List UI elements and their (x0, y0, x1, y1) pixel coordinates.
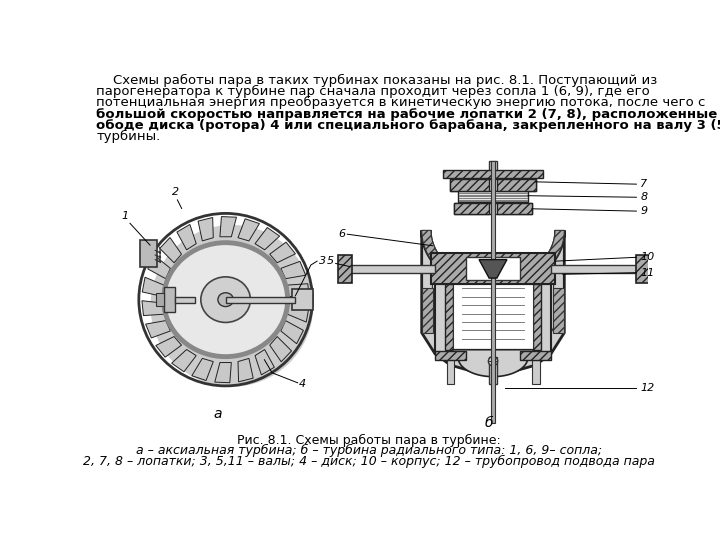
Bar (532, 361, 539, 383)
Text: парогенератора к турбине пар сначала проходит через сопла 1 (6, 9), где его: парогенератора к турбине пар сначала про… (96, 85, 650, 98)
Text: б: б (485, 416, 493, 430)
Bar (636, 255, 649, 283)
Bar (466, 257, 520, 280)
Bar (446, 361, 454, 383)
Text: ободе диска (ротора) 4 или специального барабана, закрепленного на валу 3 (5, 11: ободе диска (ротора) 4 или специального … (96, 119, 720, 132)
Polygon shape (281, 321, 303, 344)
Bar (156, 294, 163, 306)
Text: 6: 6 (338, 229, 346, 239)
Ellipse shape (218, 293, 233, 307)
Ellipse shape (201, 277, 251, 322)
Bar (489, 161, 497, 177)
Text: 12: 12 (640, 383, 654, 393)
Bar (551, 265, 636, 273)
Bar (140, 240, 158, 267)
Polygon shape (145, 321, 171, 338)
Polygon shape (270, 242, 295, 263)
Polygon shape (192, 359, 213, 381)
Text: а – аксиальная турбина; б – турбина радиального типа: 1, 6, 9– сопла;: а – аксиальная турбина; б – турбина ради… (136, 444, 602, 457)
Circle shape (150, 225, 313, 387)
Text: 8: 8 (640, 192, 647, 202)
Text: 1: 1 (121, 212, 128, 221)
Polygon shape (198, 218, 213, 241)
Text: большой скоростью направляется на рабочие лопатки 2 (7, 8), расположенные на: большой скоростью направляется на рабочи… (96, 107, 720, 120)
Polygon shape (177, 225, 197, 250)
Bar (489, 357, 497, 384)
Bar (454, 204, 489, 214)
Polygon shape (143, 277, 163, 296)
Text: 5: 5 (327, 256, 334, 266)
Bar (458, 191, 528, 202)
Polygon shape (422, 231, 491, 289)
Bar (445, 284, 453, 350)
Polygon shape (287, 284, 310, 299)
Text: 10: 10 (640, 252, 654, 262)
Circle shape (488, 356, 498, 366)
Polygon shape (431, 231, 555, 367)
Text: 4: 4 (300, 379, 307, 389)
Bar (497, 179, 536, 191)
Bar (454, 204, 532, 214)
Bar (350, 265, 435, 273)
Polygon shape (479, 260, 507, 278)
Polygon shape (160, 238, 181, 263)
Polygon shape (171, 349, 197, 372)
Polygon shape (554, 288, 564, 333)
Polygon shape (281, 261, 305, 279)
Text: Схемы работы пара в таких турбинах показаны на рис. 8.1. Поступающий из: Схемы работы пара в таких турбинах показ… (96, 74, 657, 87)
Bar (451, 179, 536, 191)
Polygon shape (215, 362, 231, 383)
Bar (225, 298, 295, 303)
Text: 7: 7 (640, 179, 647, 189)
Text: а: а (214, 407, 222, 421)
Text: 9: 9 (640, 206, 647, 216)
Polygon shape (422, 231, 564, 374)
Polygon shape (255, 227, 279, 250)
Bar (435, 351, 466, 361)
Bar (453, 284, 534, 350)
Bar (451, 179, 489, 191)
Polygon shape (238, 359, 253, 382)
Text: 2, 7, 8 – лопатки; 3, 5,11 – валы; 4 – диск; 10 – корпус; 12 – трубопровод подво: 2, 7, 8 – лопатки; 3, 5,11 – валы; 4 – д… (83, 455, 655, 468)
Text: потенциальная энергия преобразуется в кинетическую энергию потока, после чего с: потенциальная энергия преобразуется в ки… (96, 96, 706, 110)
Bar (431, 253, 555, 284)
Bar (175, 298, 194, 303)
Polygon shape (495, 231, 564, 289)
Polygon shape (255, 349, 274, 375)
Polygon shape (148, 255, 171, 279)
Polygon shape (220, 217, 236, 237)
Bar (443, 170, 544, 178)
Bar (520, 351, 551, 361)
Polygon shape (156, 336, 181, 357)
Text: Рис. 8.1. Схемы работы пара в турбине:: Рис. 8.1. Схемы работы пара в турбине: (237, 434, 501, 447)
Polygon shape (287, 303, 309, 322)
Bar (490, 161, 495, 423)
Bar (163, 287, 175, 312)
Text: 11: 11 (640, 268, 654, 278)
Polygon shape (142, 301, 163, 315)
Polygon shape (422, 288, 433, 333)
Ellipse shape (163, 242, 287, 356)
Bar (338, 255, 352, 283)
Bar (435, 284, 551, 354)
Text: 3: 3 (319, 256, 325, 266)
Bar (534, 284, 541, 350)
Polygon shape (238, 219, 259, 241)
Text: 2: 2 (171, 187, 179, 197)
Bar (292, 289, 313, 310)
Polygon shape (453, 350, 534, 376)
Text: турбины.: турбины. (96, 130, 161, 143)
Bar (497, 204, 532, 214)
Polygon shape (270, 336, 292, 362)
